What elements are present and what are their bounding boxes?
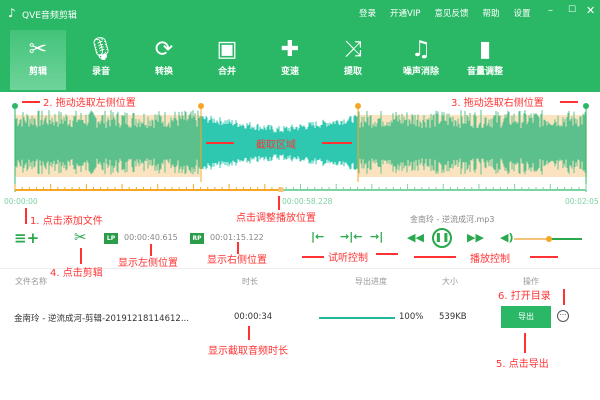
annotation-playpos: 点击调整播放位置 [236,213,316,224]
fast-forward-button[interactable]: ▶▶ [467,231,484,244]
scissors-icon: ✂ [28,37,48,62]
time-current: 00:00:58.228 [282,197,333,206]
preview-middle-button[interactable]: →|← [340,230,363,243]
arrow [237,242,239,254]
tab-extract[interactable]: ⤨ 提取 [325,30,381,90]
arrow [524,333,526,353]
tab-cut[interactable]: ✂ 剪辑 [10,30,66,90]
header-action: 操作 [523,277,539,286]
time-start: 00:00:00 [4,197,38,206]
refresh-icon: ⟳ [154,37,174,62]
waveform [15,110,586,175]
arrow [248,326,250,340]
gamepad-icon: ✚ [280,37,300,62]
annotation-2: 2. 拖动选取左侧位置 [43,98,136,109]
bar-chart-icon: ▮ [478,37,492,62]
arrow [22,101,40,103]
tab-volume[interactable]: ▮ 音量调整 [457,30,513,90]
playhead-handle[interactable] [278,187,284,192]
selection-left-handle[interactable] [198,103,204,109]
arrow [563,289,565,305]
annotation-6: 6. 打开目录 [498,291,551,302]
selection-right-handle[interactable] [355,103,361,109]
close-button[interactable]: ✕ [586,4,596,17]
arrow [150,244,152,256]
arrow [206,142,234,144]
maximize-button[interactable]: ☐ [568,5,577,15]
tab-speed[interactable]: ✚ 变速 [262,30,318,90]
annotation-rightpos: 显示右侧位置 [207,255,267,266]
divider [0,268,600,269]
annotation-region: 截取区域 [256,140,296,151]
arrow [302,256,324,258]
merge-icon: ▣ [216,37,238,62]
volume-slider[interactable] [514,236,582,242]
annotation-4: 4. 点击剪辑 [50,268,103,279]
pause-button[interactable]: ❚❚ [432,228,452,248]
header-progress: 导出进度 [355,277,387,286]
minimize-button[interactable]: – [548,5,553,16]
export-button[interactable]: 导出 [501,306,551,328]
right-position: 00:01:15.122 [210,233,264,242]
annotation-playback: 播放控制 [470,254,510,265]
tab-denoise[interactable]: ♫ 噪声消除 [393,30,449,90]
left-position: 00:00:40.615 [124,233,178,242]
annotation-3: 3. 拖动选取右侧位置 [451,98,544,109]
arrow [560,101,578,103]
rewind-button[interactable]: ◀◀ [407,231,424,244]
music-list-icon: ♫ [411,37,431,62]
volume-slider-thumb[interactable] [546,236,552,242]
row-file-name: 金南玲 - 逆流成河-剪辑-20191218114612... [14,314,189,324]
arrow [25,208,27,224]
app-title: QVE音频剪辑 [22,11,77,21]
annotation-1: 1. 点击添加文件 [30,216,103,227]
menu-feedback[interactable]: 意见反馈 [434,9,469,19]
right-bound-handle[interactable] [583,103,589,109]
annotation-5: 5. 点击导出 [496,359,549,370]
arrow [80,248,82,264]
annotation-leftpos: 显示左侧位置 [118,258,178,269]
open-folder-button[interactable]: ··· [557,310,569,322]
rp-badge: RP [190,233,204,244]
tab-record[interactable]: 🎙︎ 录音 [73,30,129,90]
waveform-editor[interactable] [0,92,600,192]
music-note-icon: ♪ [8,6,16,20]
title-bar: ♪ QVE音频剪辑 登录 开通VIP 意见反馈 帮助 设置 – ☐ ✕ [0,0,600,28]
add-file-button[interactable]: ≡+ [14,229,40,247]
header-size: 大小 [442,277,458,286]
menu-settings[interactable]: 设置 [513,9,531,19]
volume-slider-fill [514,238,548,240]
menu-login[interactable]: 登录 [359,9,377,19]
left-bound-handle[interactable] [12,103,18,109]
lp-badge: LP [104,233,118,244]
annotation-preview: 试听控制 [328,253,368,264]
menu-help[interactable]: 帮助 [482,9,500,19]
tab-convert[interactable]: ⟳ 转换 [136,30,192,90]
timeline-ruler[interactable] [14,184,587,191]
row-duration: 00:00:34 [234,312,273,322]
microphone-icon: 🎙︎ [87,37,115,62]
row-progress: 100% [399,312,424,322]
arrow [376,253,398,255]
header-duration: 时长 [242,277,258,286]
header-file-name: 文件名称 [15,277,47,286]
toolbar: ✂ 剪辑 🎙︎ 录音 ⟳ 转换 ▣ 合并 ✚ 变速 ⤨ 提取 ♫ 噪声消除 ▮ 音量调整 [0,28,600,92]
row-progress-bar [319,317,395,319]
preview-left-button[interactable]: |← [311,230,325,243]
volume-icon: ◀) [500,231,514,244]
arrow [530,256,558,258]
shuffle-icon: ⤨ [344,37,362,62]
tab-merge[interactable]: ▣ 合并 [199,30,255,90]
time-end: 00:02:05 [565,197,599,206]
row-size: 539KB [439,312,467,322]
arrow [322,142,352,144]
arrow [414,256,456,258]
arrow [278,196,280,210]
annotation-duration: 显示截取音频时长 [208,346,288,357]
menu-vip[interactable]: 开通VIP [390,9,421,19]
cut-button[interactable]: ✂ [74,228,87,246]
preview-right-button[interactable]: →| [370,230,384,243]
current-file-name: 金南玲 - 逆流成河.mp3 [410,215,495,224]
